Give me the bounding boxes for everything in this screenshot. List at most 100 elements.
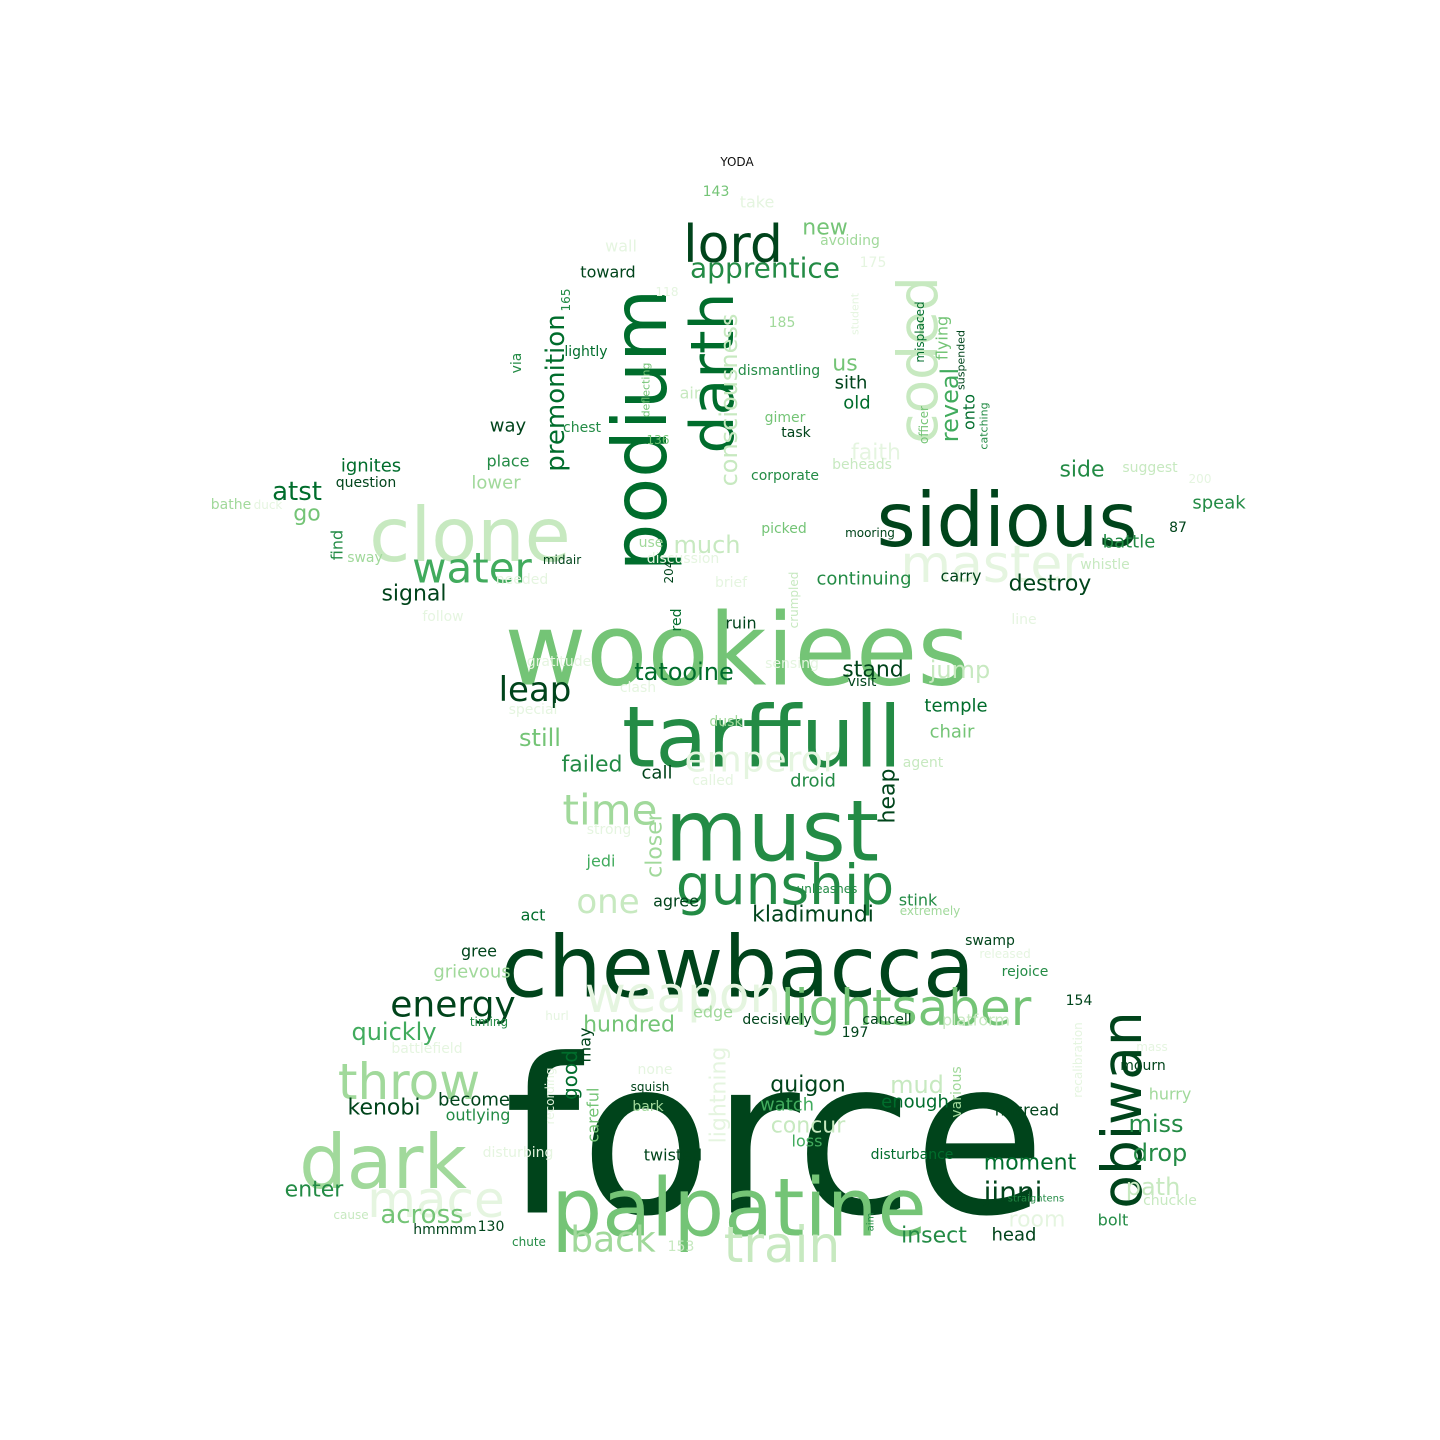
cloud-word: ruin bbox=[725, 614, 756, 633]
cloud-word: follow bbox=[422, 609, 463, 625]
cloud-word: duck bbox=[254, 498, 283, 512]
cloud-word: corporate bbox=[751, 468, 819, 484]
cloud-word: toward bbox=[580, 263, 635, 282]
cloud-word: coded bbox=[886, 276, 950, 444]
cloud-word: side bbox=[1059, 458, 1104, 483]
cloud-word: dusk bbox=[709, 714, 743, 730]
cloud-word: premonition bbox=[541, 314, 571, 471]
cloud-word: crumpled bbox=[787, 572, 801, 629]
cloud-word: lightning bbox=[707, 1047, 732, 1144]
cloud-word: palpatine bbox=[551, 1162, 926, 1255]
cloud-word: 153 bbox=[668, 1239, 695, 1255]
cloud-word: extremely bbox=[900, 904, 961, 918]
cloud-word: kenobi bbox=[348, 1096, 421, 1121]
cloud-word: 130 bbox=[478, 1219, 505, 1235]
cloud-word: needed bbox=[496, 572, 549, 588]
cloud-word: temple bbox=[924, 696, 987, 717]
cloud-word: 200 bbox=[1189, 472, 1212, 486]
cloud-word: go bbox=[293, 502, 320, 527]
cloud-word: back bbox=[570, 1220, 656, 1261]
cloud-word: continuing bbox=[816, 569, 911, 590]
cloud-word: 175 bbox=[860, 255, 887, 271]
cloud-word: special bbox=[509, 702, 558, 718]
cloud-word: onto bbox=[960, 394, 979, 430]
cloud-word: carry bbox=[941, 567, 982, 586]
cloud-word: grievous bbox=[433, 962, 510, 983]
cloud-word: drop bbox=[1133, 1139, 1188, 1167]
cloud-word: suggest bbox=[1122, 460, 1178, 476]
cloud-word: disturbing bbox=[483, 1145, 554, 1161]
cloud-word: avoiding bbox=[820, 233, 880, 249]
cloud-word: loss bbox=[792, 1132, 823, 1151]
cloud-word: enough bbox=[881, 1092, 949, 1113]
cloud-word: mourn bbox=[1120, 1058, 1165, 1074]
cloud-word: catching bbox=[978, 402, 991, 449]
cloud-word: still bbox=[519, 724, 561, 752]
cloud-word: stink bbox=[899, 891, 938, 910]
cloud-word: dismantling bbox=[738, 363, 820, 379]
cloud-word: head bbox=[992, 1225, 1037, 1246]
cloud-word: whistle bbox=[1080, 557, 1130, 573]
cloud-word: room bbox=[1009, 1208, 1066, 1233]
cloud-word: chuckle bbox=[1143, 1193, 1197, 1209]
cloud-word: 136 bbox=[647, 433, 670, 447]
cloud-word: task bbox=[781, 425, 811, 441]
cloud-word: cause bbox=[333, 1208, 368, 1222]
cloud-word: 118 bbox=[656, 285, 679, 299]
cloud-word: midair bbox=[543, 553, 581, 567]
cloud-word: air bbox=[680, 384, 701, 403]
cloud-word: 204 bbox=[662, 561, 676, 584]
cloud-word: visit bbox=[848, 674, 877, 690]
cloud-word: hurl bbox=[545, 1009, 568, 1023]
cloud-word: moment bbox=[984, 1151, 1077, 1176]
cloud-word: master bbox=[900, 535, 1084, 595]
cloud-word: new bbox=[802, 216, 847, 241]
cloud-word: 165 bbox=[559, 289, 573, 312]
cloud-word: outlying bbox=[446, 1106, 511, 1125]
cloud-word: battlefield bbox=[391, 1041, 462, 1057]
cloud-word: watch bbox=[760, 1095, 814, 1116]
cloud-word: must bbox=[665, 783, 879, 882]
cloud-word: obiwan bbox=[1090, 1011, 1154, 1208]
cloud-word: use bbox=[639, 535, 664, 551]
cloud-word: chest bbox=[563, 420, 601, 436]
cloud-word: chute bbox=[512, 1235, 546, 1249]
cloud-word: heap bbox=[876, 769, 901, 824]
cloud-word: discussion bbox=[647, 551, 720, 567]
cloud-word: lightly bbox=[564, 344, 607, 360]
cloud-word: sensing bbox=[765, 656, 819, 672]
cloud-word: good bbox=[558, 1050, 582, 1100]
cloud-word: find bbox=[328, 530, 347, 560]
cloud-word: 185 bbox=[769, 315, 796, 331]
cloud-word: chair bbox=[930, 722, 975, 743]
cloud-word: agree bbox=[653, 892, 699, 911]
cloud-word: dark bbox=[299, 1118, 467, 1206]
cloud-word: aim bbox=[866, 1213, 877, 1232]
cloud-word: misread bbox=[995, 1101, 1059, 1120]
cloud-word: red bbox=[669, 609, 685, 632]
cloud-word: wall bbox=[605, 237, 637, 256]
cloud-word: one bbox=[576, 882, 639, 922]
cloud-word: line bbox=[1011, 612, 1036, 628]
cloud-word: platform bbox=[942, 1011, 1010, 1030]
cloud-word: wookiees bbox=[505, 592, 970, 709]
cloud-word: beheads bbox=[832, 457, 892, 473]
cloud-word: 154 bbox=[1066, 993, 1093, 1009]
cloud-word: act bbox=[521, 906, 546, 925]
cloud-word: clone bbox=[369, 491, 571, 579]
cloud-word: lower bbox=[471, 473, 521, 494]
cloud-word: old bbox=[843, 393, 870, 414]
cloud-word: mud bbox=[890, 1071, 944, 1099]
cloud-word: emperor bbox=[684, 740, 837, 781]
cloud-word: bolt bbox=[1098, 1211, 1129, 1230]
cloud-word: timing bbox=[470, 1015, 508, 1029]
cloud-word: leap bbox=[499, 670, 572, 710]
cloud-word: decisively bbox=[742, 1012, 811, 1028]
cloud-word: unleashes bbox=[797, 882, 858, 896]
cloud-word: podium bbox=[596, 289, 684, 572]
cloud-word: gratitude bbox=[527, 654, 591, 670]
cloud-word: droid bbox=[790, 771, 836, 792]
cloud-word: throw bbox=[338, 1053, 480, 1111]
cloud-word: force bbox=[504, 1013, 1045, 1264]
cloud-word: released bbox=[979, 947, 1030, 961]
